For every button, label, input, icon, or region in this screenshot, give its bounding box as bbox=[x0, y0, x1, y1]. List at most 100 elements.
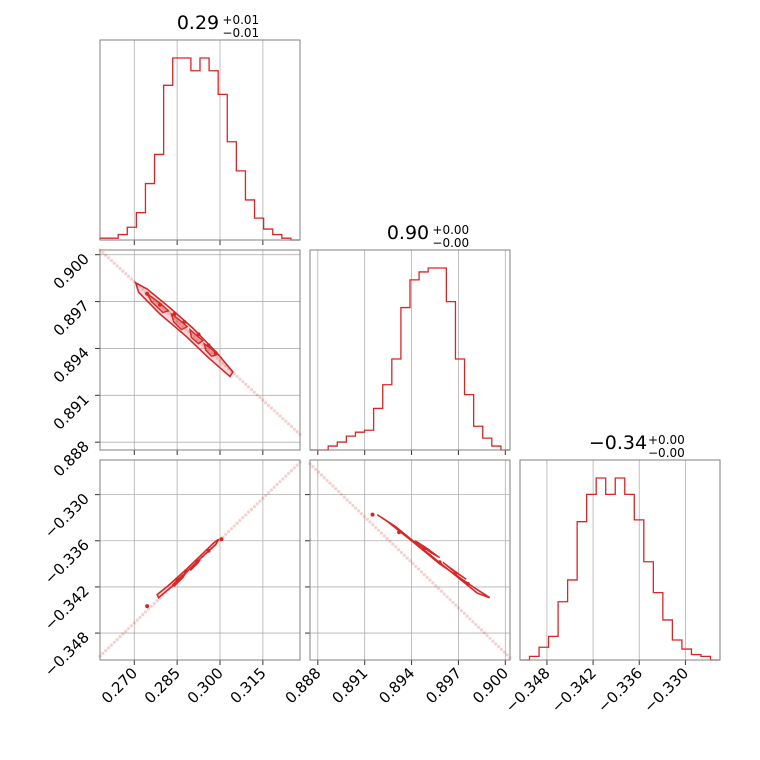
sample-point bbox=[226, 529, 231, 534]
sample-point bbox=[399, 550, 404, 555]
title-upper-error-1: +0.01 bbox=[222, 13, 259, 27]
sample-point bbox=[379, 531, 384, 535]
sample-point bbox=[135, 618, 139, 622]
title-upper-error-3: +0.00 bbox=[648, 433, 685, 447]
sample-point bbox=[261, 496, 265, 500]
sample-point bbox=[284, 419, 288, 423]
sample-point bbox=[281, 416, 285, 421]
sample-point bbox=[115, 637, 119, 642]
panel-frame bbox=[309, 249, 511, 451]
density-contour-inner bbox=[188, 327, 205, 345]
sample-point bbox=[178, 322, 182, 326]
sample-point bbox=[331, 484, 335, 488]
sample-point bbox=[314, 467, 318, 471]
sample-point bbox=[106, 256, 111, 260]
sample-point bbox=[192, 335, 196, 339]
sample-point bbox=[269, 488, 274, 492]
sample-point bbox=[175, 319, 179, 323]
scatter-panel-2 bbox=[95, 459, 302, 665]
sample-point bbox=[215, 356, 219, 360]
sample-point bbox=[149, 604, 154, 608]
sample-point bbox=[385, 537, 389, 541]
density-peak-point bbox=[206, 548, 211, 553]
sample-point bbox=[152, 601, 156, 606]
sample-point bbox=[439, 589, 444, 593]
sample-point bbox=[261, 398, 265, 402]
sample-point bbox=[482, 631, 486, 635]
density-contour-inner bbox=[414, 540, 441, 559]
sample-point bbox=[229, 527, 234, 531]
sample-point bbox=[121, 632, 125, 636]
x-tick-label: 0.285 bbox=[141, 664, 184, 707]
sample-point bbox=[109, 258, 114, 263]
density-peak-point bbox=[370, 512, 375, 517]
sample-point bbox=[316, 470, 321, 474]
sample-point bbox=[272, 409, 276, 413]
sample-point bbox=[141, 287, 145, 292]
histogram-panel-1: 0.29 +0.01−0.01 bbox=[99, 12, 301, 245]
panel-frame bbox=[519, 459, 721, 661]
sample-point bbox=[286, 422, 291, 426]
density-contour-inner bbox=[146, 293, 170, 314]
sample-point bbox=[295, 463, 299, 467]
sample-point bbox=[249, 507, 254, 511]
sample-point bbox=[104, 253, 108, 257]
sample-point bbox=[351, 503, 355, 507]
sample-point bbox=[281, 477, 285, 481]
x-tick-label: 0.270 bbox=[98, 664, 141, 707]
sample-point bbox=[292, 427, 296, 431]
sample-point bbox=[141, 613, 145, 617]
sample-point bbox=[272, 485, 276, 489]
density-peak-point bbox=[195, 559, 200, 564]
sample-point bbox=[275, 411, 279, 415]
density-peak-point bbox=[175, 577, 180, 582]
title-lower-error-3: −0.00 bbox=[648, 446, 685, 460]
density-peak-point bbox=[183, 569, 188, 574]
sample-point bbox=[414, 564, 418, 568]
density-peak-point bbox=[397, 530, 402, 535]
sample-point bbox=[246, 385, 251, 389]
panel-frame bbox=[99, 459, 301, 661]
sample-point bbox=[266, 491, 271, 495]
sample-point bbox=[255, 393, 259, 397]
sample-point bbox=[146, 607, 151, 611]
sample-point bbox=[132, 621, 136, 625]
sample-point bbox=[474, 622, 478, 627]
sample-point bbox=[186, 330, 191, 334]
sample-point bbox=[244, 382, 248, 386]
title-lower-error-1: −0.01 bbox=[222, 26, 259, 40]
sample-point bbox=[334, 487, 338, 491]
sample-point bbox=[221, 361, 225, 365]
x-tick-label: 0.888 bbox=[282, 664, 325, 707]
sample-point bbox=[456, 606, 461, 610]
sample-point bbox=[284, 474, 288, 478]
sample-point bbox=[445, 595, 449, 599]
sample-point bbox=[238, 518, 242, 523]
sample-point bbox=[408, 559, 412, 563]
sample-point bbox=[121, 269, 125, 273]
x-tick-label: 0.897 bbox=[422, 664, 465, 707]
sample-point bbox=[266, 403, 271, 408]
density-peak-point bbox=[172, 312, 177, 317]
sample-point bbox=[289, 469, 294, 473]
x-tick-label: 0.315 bbox=[227, 664, 270, 707]
parameter-title-1: 0.29 bbox=[177, 12, 219, 34]
sample-point bbox=[155, 599, 159, 603]
sample-point bbox=[388, 539, 392, 543]
sample-point bbox=[468, 617, 472, 621]
sample-point bbox=[374, 525, 378, 530]
histogram-panel-3: −0.34 +0.00−0.00 bbox=[519, 432, 721, 665]
density-peak-point bbox=[213, 351, 218, 356]
sample-point bbox=[405, 556, 409, 560]
sample-point bbox=[319, 473, 324, 477]
x-tick-label: −0.342 bbox=[548, 664, 600, 716]
sample-point bbox=[431, 581, 435, 585]
sample-point bbox=[241, 380, 245, 384]
y-tick-label: −0.342 bbox=[41, 582, 93, 634]
sample-point bbox=[232, 372, 236, 376]
sample-point bbox=[241, 516, 245, 520]
sample-point bbox=[454, 603, 458, 607]
sample-point bbox=[502, 650, 506, 654]
density-peak-point bbox=[219, 537, 224, 542]
